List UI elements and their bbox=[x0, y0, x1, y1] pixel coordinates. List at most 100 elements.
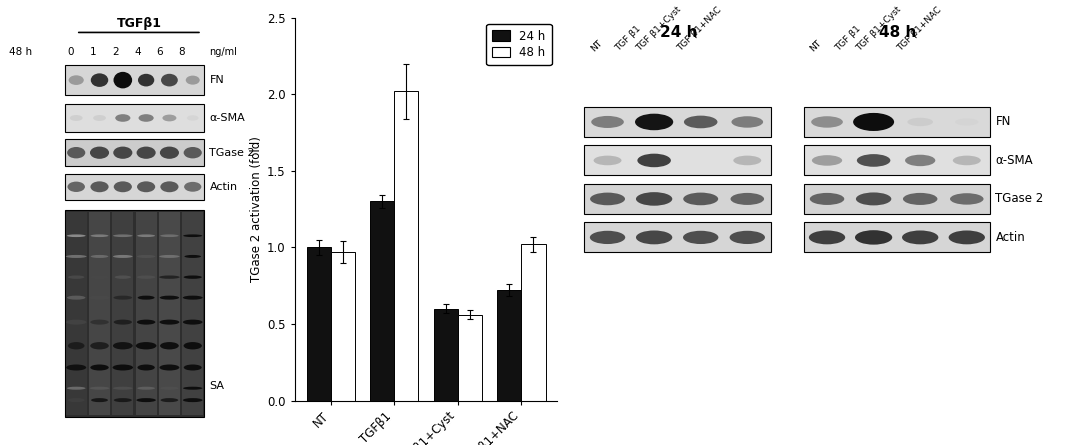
Bar bbox=[584, 184, 771, 214]
Ellipse shape bbox=[113, 255, 133, 258]
Ellipse shape bbox=[137, 235, 155, 237]
Ellipse shape bbox=[90, 182, 108, 192]
Text: Actin: Actin bbox=[996, 231, 1025, 244]
Ellipse shape bbox=[907, 118, 933, 126]
Text: TGFβ1: TGFβ1 bbox=[117, 16, 162, 29]
Bar bbox=[159, 212, 180, 415]
Bar bbox=[64, 139, 205, 166]
Ellipse shape bbox=[590, 231, 625, 244]
Ellipse shape bbox=[66, 364, 86, 371]
Text: TGF β1+NAC: TGF β1+NAC bbox=[895, 6, 943, 53]
Ellipse shape bbox=[683, 193, 718, 205]
Text: SA: SA bbox=[209, 381, 224, 391]
Ellipse shape bbox=[113, 364, 133, 371]
Ellipse shape bbox=[116, 114, 131, 122]
Ellipse shape bbox=[68, 147, 86, 158]
Bar bbox=[804, 146, 991, 175]
Text: TGF β1: TGF β1 bbox=[833, 24, 862, 53]
Ellipse shape bbox=[950, 193, 983, 205]
Ellipse shape bbox=[137, 275, 155, 279]
Ellipse shape bbox=[114, 146, 132, 159]
Ellipse shape bbox=[69, 75, 84, 85]
Text: FN: FN bbox=[209, 75, 224, 85]
Ellipse shape bbox=[136, 146, 155, 159]
Bar bbox=[584, 107, 771, 137]
Ellipse shape bbox=[905, 155, 936, 166]
Bar bbox=[136, 212, 157, 415]
Ellipse shape bbox=[184, 182, 202, 192]
Ellipse shape bbox=[66, 235, 86, 237]
Ellipse shape bbox=[90, 364, 108, 371]
Ellipse shape bbox=[137, 182, 155, 192]
Text: 4: 4 bbox=[134, 47, 140, 57]
Ellipse shape bbox=[183, 364, 202, 371]
Text: NT: NT bbox=[589, 38, 604, 53]
Ellipse shape bbox=[160, 295, 179, 299]
Ellipse shape bbox=[185, 76, 199, 85]
Text: 2: 2 bbox=[111, 47, 119, 57]
Text: α-SMA: α-SMA bbox=[996, 154, 1033, 167]
Ellipse shape bbox=[91, 398, 108, 402]
Y-axis label: TGase 2 activation (fold): TGase 2 activation (fold) bbox=[250, 136, 263, 282]
Ellipse shape bbox=[91, 255, 108, 258]
Ellipse shape bbox=[90, 146, 109, 159]
Ellipse shape bbox=[184, 255, 202, 258]
Ellipse shape bbox=[592, 116, 624, 128]
Bar bbox=[394, 91, 418, 400]
Ellipse shape bbox=[955, 118, 979, 125]
Ellipse shape bbox=[114, 295, 132, 299]
Ellipse shape bbox=[68, 182, 85, 192]
Text: NT: NT bbox=[808, 38, 823, 53]
Text: TGase 2: TGase 2 bbox=[209, 148, 255, 158]
Ellipse shape bbox=[138, 114, 153, 122]
Ellipse shape bbox=[636, 231, 672, 244]
Ellipse shape bbox=[114, 398, 132, 402]
Ellipse shape bbox=[159, 275, 180, 279]
Bar bbox=[307, 247, 331, 400]
Ellipse shape bbox=[187, 115, 198, 121]
Ellipse shape bbox=[137, 255, 155, 258]
Ellipse shape bbox=[90, 235, 108, 237]
Ellipse shape bbox=[137, 320, 155, 324]
Text: 48 h: 48 h bbox=[10, 47, 32, 57]
Ellipse shape bbox=[114, 182, 132, 192]
Ellipse shape bbox=[136, 398, 155, 402]
Ellipse shape bbox=[66, 387, 86, 390]
Ellipse shape bbox=[733, 156, 761, 165]
Ellipse shape bbox=[90, 320, 108, 324]
Ellipse shape bbox=[812, 116, 843, 128]
Text: TGF β1+Cyst: TGF β1+Cyst bbox=[854, 5, 903, 53]
Ellipse shape bbox=[635, 113, 673, 130]
Legend: 24 h, 48 h: 24 h, 48 h bbox=[487, 24, 551, 65]
Ellipse shape bbox=[68, 295, 86, 299]
Ellipse shape bbox=[114, 72, 132, 89]
Bar bbox=[64, 105, 205, 132]
Text: 8: 8 bbox=[178, 47, 185, 57]
Bar bbox=[64, 65, 205, 95]
Bar bbox=[89, 212, 110, 415]
Ellipse shape bbox=[160, 364, 179, 371]
Bar bbox=[65, 212, 87, 415]
Ellipse shape bbox=[160, 235, 179, 237]
Ellipse shape bbox=[163, 114, 177, 121]
Bar bbox=[521, 244, 546, 400]
Bar bbox=[584, 146, 771, 175]
Text: FN: FN bbox=[996, 115, 1011, 129]
Ellipse shape bbox=[183, 398, 203, 402]
Ellipse shape bbox=[730, 193, 764, 205]
Text: Actin: Actin bbox=[209, 182, 238, 192]
Ellipse shape bbox=[731, 116, 763, 128]
Text: 48 h: 48 h bbox=[879, 25, 917, 40]
Text: 6: 6 bbox=[157, 47, 163, 57]
Ellipse shape bbox=[853, 113, 894, 131]
Ellipse shape bbox=[160, 342, 179, 349]
Ellipse shape bbox=[638, 154, 671, 167]
Ellipse shape bbox=[91, 275, 108, 279]
Ellipse shape bbox=[183, 387, 203, 390]
Ellipse shape bbox=[855, 230, 892, 245]
Ellipse shape bbox=[137, 295, 154, 299]
Bar bbox=[64, 210, 205, 417]
Ellipse shape bbox=[138, 74, 154, 86]
Ellipse shape bbox=[183, 320, 203, 324]
Ellipse shape bbox=[809, 231, 845, 244]
